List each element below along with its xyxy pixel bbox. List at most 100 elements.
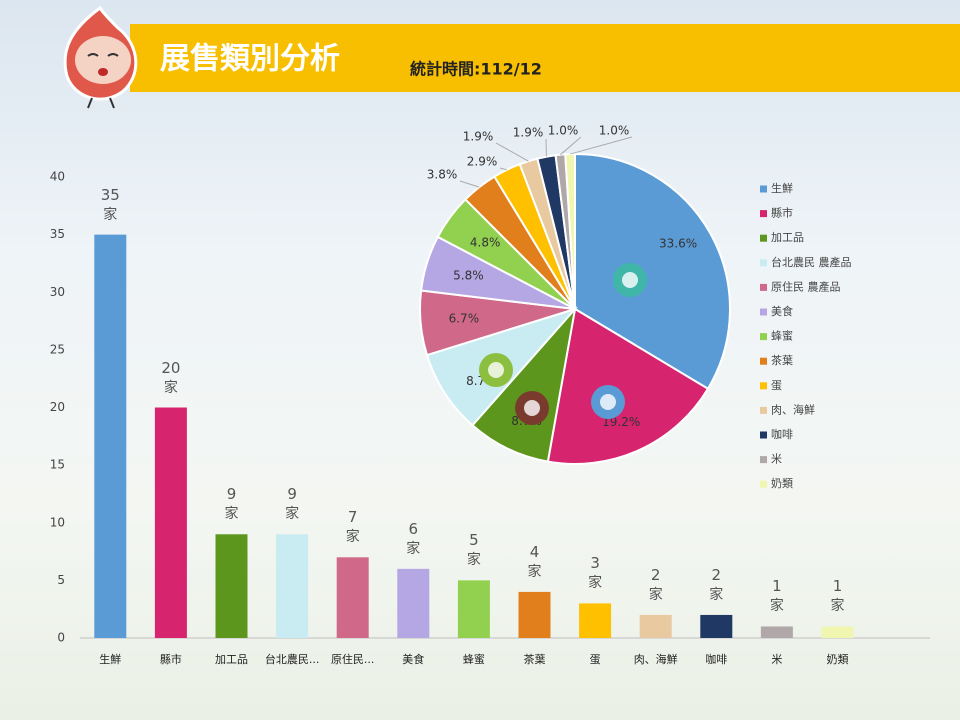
legend-label: 縣市 (771, 206, 793, 220)
leader-line (499, 167, 507, 171)
x-tick-label: 原住民... (331, 652, 375, 666)
icon-inner (488, 362, 504, 378)
y-tick-label: 25 (50, 342, 65, 356)
y-tick-label: 10 (50, 515, 65, 529)
legend-swatch (760, 234, 767, 242)
legend-swatch (760, 308, 767, 316)
data-label: 2 家 (648, 565, 663, 603)
x-tick-label: 加工品 (215, 653, 248, 666)
data-label: 6.7% (449, 312, 480, 326)
y-tick-label: 30 (50, 285, 65, 299)
legend-label: 茶葉 (771, 353, 793, 367)
data-label: 5 家 (466, 531, 481, 569)
legend-label: 蜂蜜 (771, 329, 793, 343)
subtitle: 統計時間:112/12 (410, 60, 542, 79)
x-tick-label: 蜂蜜 (463, 652, 485, 666)
bar (821, 626, 854, 638)
bar (154, 407, 187, 638)
data-label: 5.8% (453, 268, 484, 282)
bar (457, 580, 490, 638)
bar (760, 626, 793, 638)
bar (215, 534, 248, 638)
x-tick-label: 奶類 (827, 652, 849, 666)
bar (700, 614, 733, 638)
data-label: 1 家 (830, 577, 845, 615)
mascot (63, 5, 138, 109)
title: 展售類別分析 (160, 42, 340, 77)
legend-swatch (760, 283, 767, 291)
legend-swatch (760, 456, 767, 464)
bar (336, 557, 369, 638)
legend-label: 生鮮 (771, 181, 793, 195)
legend-label: 原住民 農產品 (771, 279, 841, 293)
legend-label: 加工品 (771, 231, 804, 244)
y-tick-label: 20 (50, 400, 65, 414)
icon-inner (600, 394, 616, 410)
x-tick-label: 蛋 (590, 653, 601, 666)
legend-swatch (760, 210, 767, 218)
data-label: 2 家 (709, 565, 724, 603)
pie-slice (564, 152, 576, 310)
data-label: 2.9% (467, 155, 498, 169)
data-label: 4.8% (470, 235, 501, 249)
bar (94, 234, 127, 638)
legend-label: 肉、海鮮 (771, 402, 815, 416)
bar (579, 603, 612, 638)
leader-line (459, 180, 480, 188)
icon-inner (524, 400, 540, 416)
y-tick-label: 15 (50, 458, 65, 472)
data-label: 1.0% (548, 124, 579, 138)
x-tick-label: 美食 (402, 652, 424, 666)
leader-line (560, 136, 582, 156)
x-tick-label: 咖啡 (705, 652, 727, 666)
legend-swatch (760, 333, 767, 341)
x-tick-label: 茶葉 (524, 652, 546, 666)
legend-swatch (760, 185, 767, 193)
legend-swatch (760, 431, 767, 439)
y-tick-label: 5 (57, 573, 65, 587)
data-label: 1.9% (513, 126, 544, 140)
data-label: 20 家 (161, 358, 181, 396)
x-tick-label: 台北農民... (265, 652, 320, 666)
data-label: 9 家 (285, 485, 300, 523)
data-label: 6 家 (406, 519, 421, 557)
legend-swatch (760, 406, 767, 414)
y-tick-label: 40 (50, 170, 65, 184)
data-label: 1.0% (599, 124, 630, 138)
bar (518, 591, 551, 638)
legend-label: 美食 (771, 304, 793, 318)
y-tick-label: 35 (50, 227, 65, 241)
bar (397, 568, 430, 638)
data-label: 3 家 (588, 554, 603, 592)
data-label: 4 家 (527, 542, 542, 580)
leader-line (495, 142, 529, 162)
header-bar (130, 24, 960, 92)
data-label: 1.9% (463, 130, 494, 144)
legend-label: 台北農民 農產品 (771, 255, 852, 269)
legend-label: 咖啡 (771, 427, 793, 441)
legend-label: 蛋 (771, 379, 782, 392)
data-label: 1 家 (769, 577, 784, 615)
data-label: 35 家 (100, 185, 120, 223)
x-tick-label: 米 (771, 653, 782, 666)
data-label: 3.8% (427, 168, 458, 182)
legend-swatch (760, 259, 767, 267)
bar (276, 534, 309, 638)
leader-line (569, 136, 633, 155)
x-tick-label: 肉、海鮮 (634, 652, 678, 666)
pie-slice (546, 307, 710, 465)
pie-slice (471, 305, 577, 463)
x-tick-label: 生鮮 (99, 652, 121, 666)
data-label: 9 家 (224, 485, 239, 523)
legend-swatch (760, 480, 767, 488)
legend-swatch (760, 357, 767, 365)
y-tick-label: 0 (57, 631, 65, 645)
icon-inner (622, 272, 638, 288)
bar (639, 614, 672, 638)
data-label: 7 家 (345, 508, 360, 546)
data-label: 33.6% (659, 237, 697, 251)
legend-swatch (760, 382, 767, 390)
pie-slice (574, 152, 731, 391)
